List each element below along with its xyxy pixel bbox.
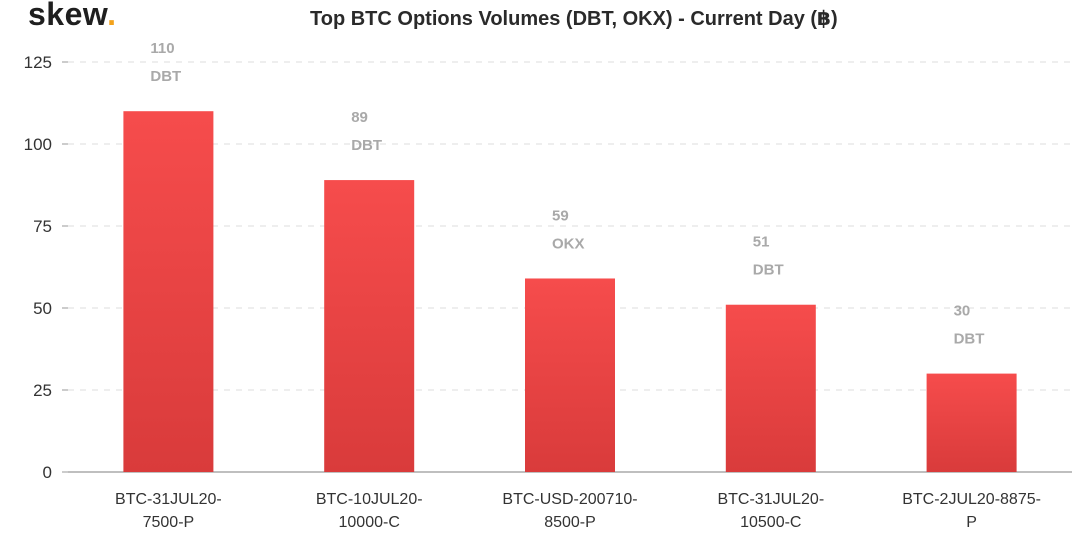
x-category-label: BTC-31JUL20-	[115, 491, 222, 508]
bar-exchange-label: OKX	[552, 235, 585, 252]
skew-logo: skew.	[28, 0, 116, 33]
y-tick-label: 125	[24, 53, 52, 72]
x-category-label: 8500-P	[544, 514, 596, 531]
bar[interactable]	[123, 111, 214, 472]
bar[interactable]	[926, 373, 1017, 472]
x-category-label: 10000-C	[339, 514, 400, 531]
bar-value-label: 110	[150, 40, 174, 57]
y-tick-label: 100	[24, 135, 52, 154]
bar-value-label: 59	[552, 207, 569, 224]
bar-value-label: 51	[753, 234, 770, 251]
bar-value-label: 89	[351, 109, 368, 126]
logo-dot: .	[107, 0, 117, 32]
x-category-label: P	[966, 514, 977, 531]
bar-exchange-label: DBT	[954, 331, 985, 348]
chart-title: Top BTC Options Volumes (DBT, OKX) - Cur…	[310, 8, 838, 30]
bar[interactable]	[525, 278, 615, 472]
x-category-label: BTC-31JUL20-	[717, 491, 824, 508]
y-tick-label: 0	[43, 463, 52, 482]
bar-value-label: 30	[954, 303, 971, 320]
bar[interactable]	[725, 304, 816, 472]
x-category-label: 10500-C	[740, 514, 801, 531]
x-category-label: BTC-10JUL20-	[316, 491, 423, 508]
logo-text: skew	[28, 0, 108, 32]
x-category-label: BTC-2JUL20-8875-	[902, 491, 1041, 508]
x-category-label: 7500-P	[143, 514, 195, 531]
bar-exchange-label: DBT	[351, 137, 382, 154]
bar-exchange-label: DBT	[150, 68, 181, 85]
bar-exchange-label: DBT	[753, 262, 784, 279]
y-tick-label: 50	[33, 299, 52, 318]
x-category-label: BTC-USD-200710-	[502, 491, 637, 508]
bar[interactable]	[324, 180, 415, 472]
y-tick-label: 25	[33, 381, 52, 400]
y-tick-label: 75	[33, 217, 52, 236]
